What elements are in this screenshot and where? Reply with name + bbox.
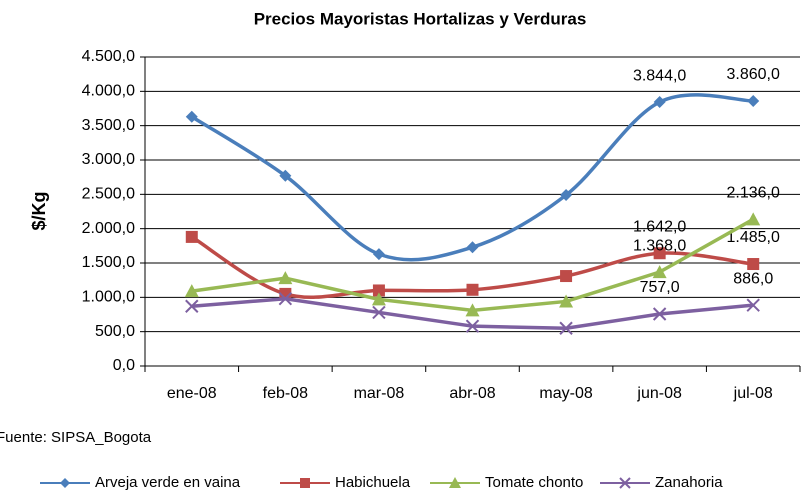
marker [465, 303, 480, 317]
x-tick-label: ene-08 [167, 385, 217, 402]
y-tick-label: 2.500,0 [82, 186, 135, 203]
marker [746, 298, 760, 312]
y-tick-label: 1.000,0 [82, 289, 135, 306]
marker [619, 477, 631, 489]
marker [747, 94, 760, 107]
marker [466, 283, 479, 296]
marker [560, 189, 573, 202]
marker [185, 110, 198, 123]
y-tick-label: 2.000,0 [82, 220, 135, 237]
y-tick-label: 3.500,0 [82, 117, 135, 134]
data-label: 886,0 [733, 270, 773, 287]
marker [372, 284, 385, 297]
marker [466, 241, 479, 254]
y-tick-label: 1.500,0 [82, 254, 135, 271]
marker [184, 284, 199, 298]
data-label: 2.136,0 [727, 185, 780, 202]
marker [559, 294, 574, 308]
legend-label: Tomate chonto [485, 474, 583, 491]
marker [449, 477, 461, 488]
data-label: 757,0 [640, 279, 680, 296]
y-tick-label: 4.000,0 [82, 83, 135, 100]
legend-label: Arveja verde en vaina [95, 474, 241, 491]
marker [372, 305, 386, 320]
x-tick-label: jul-08 [733, 385, 773, 402]
x-tick-label: may-08 [539, 385, 592, 402]
marker [372, 248, 385, 261]
x-tick-label: mar-08 [354, 385, 405, 402]
marker [653, 247, 666, 260]
marker [278, 291, 293, 306]
marker [465, 319, 480, 333]
y-tick-label: 4.500,0 [82, 48, 135, 65]
data-label: 3.860,0 [727, 66, 780, 83]
data-label: 1.485,0 [727, 229, 780, 246]
marker [279, 169, 292, 182]
marker [746, 212, 761, 226]
marker [371, 292, 386, 306]
marker [560, 270, 573, 283]
marker [60, 478, 70, 488]
marker [185, 299, 199, 313]
marker [559, 321, 573, 335]
data-label: 1.368,0 [633, 237, 686, 254]
marker [747, 258, 760, 271]
legend-label: Zanahoria [655, 474, 723, 491]
x-tick-label: jun-08 [636, 385, 682, 402]
marker [652, 265, 667, 279]
marker [653, 96, 666, 109]
data-label: 1.642,0 [633, 218, 686, 235]
marker [652, 307, 667, 321]
legend-label: Habichuela [335, 474, 411, 491]
chart-title: Precios Mayoristas Hortalizas y Verduras [254, 9, 587, 28]
y-tick-label: 500,0 [95, 323, 135, 340]
data-label: 3.844,0 [633, 67, 686, 84]
marker [185, 230, 198, 243]
y-tick-label: 3.000,0 [82, 151, 135, 168]
y-axis-label: $/Kg [29, 191, 49, 230]
x-tick-label: feb-08 [263, 385, 308, 402]
marker [300, 478, 310, 488]
x-tick-label: abr-08 [449, 385, 495, 402]
y-tick-label: 0,0 [113, 357, 135, 374]
source-note: Fuente: SIPSA_Bogota [0, 429, 152, 446]
marker [278, 271, 293, 285]
